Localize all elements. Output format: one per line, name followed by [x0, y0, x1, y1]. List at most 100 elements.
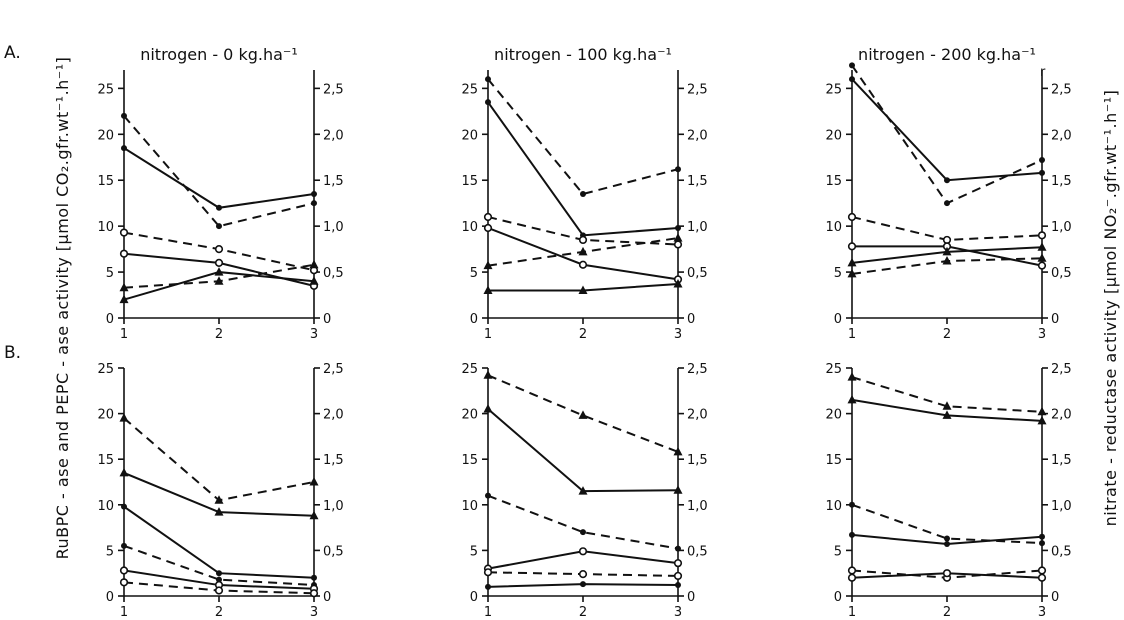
- data-point: [944, 200, 950, 207]
- data-point: [1037, 406, 1047, 416]
- series-path: [851, 503, 1043, 545]
- data-point: [942, 256, 952, 265]
- data-point: [847, 242, 857, 251]
- series-path: [123, 115, 315, 228]
- right-tick-label: 1,0: [687, 220, 708, 235]
- series-path: [487, 78, 679, 196]
- right-tick-label: 2,0: [687, 128, 708, 143]
- data-point: [847, 372, 857, 381]
- right-tick-label: 0,5: [687, 544, 708, 559]
- data-point: [311, 574, 317, 581]
- panel-title: nitrogen - 0 kg.ha⁻¹: [140, 45, 298, 64]
- left-tick-label: 20: [461, 408, 478, 423]
- data-point: [119, 249, 129, 258]
- left-tick-label: 10: [97, 499, 114, 514]
- left-tick-label: 15: [97, 174, 114, 189]
- right-tick-label: 0: [323, 590, 331, 605]
- right-tick-label: 0: [687, 312, 695, 327]
- left-tick-label: 15: [825, 174, 842, 189]
- series-line: [483, 568, 683, 581]
- data-point: [673, 233, 683, 242]
- right-tick-label: 2,5: [1051, 82, 1072, 97]
- x-tick-label: 2: [579, 605, 587, 616]
- data-point: [119, 228, 129, 237]
- data-point: [483, 260, 493, 270]
- left-tick-label: 20: [461, 128, 478, 143]
- data-point: [311, 200, 317, 207]
- series-line: [121, 145, 317, 211]
- data-point: [485, 583, 491, 590]
- right-tick-label: 1,5: [323, 453, 344, 468]
- data-point: [944, 177, 950, 184]
- corner-mark: r: [1040, 65, 1046, 80]
- data-point: [847, 573, 857, 582]
- series-path: [123, 505, 315, 579]
- x-tick-label: 3: [310, 327, 318, 342]
- series-line: [485, 492, 681, 552]
- data-point: [675, 166, 681, 173]
- left-tick-label: 0: [834, 312, 842, 327]
- x-tick-label: 3: [674, 605, 682, 616]
- data-point: [944, 535, 950, 542]
- x-tick-label: 1: [848, 605, 856, 616]
- data-point: [1037, 242, 1047, 251]
- left-tick-label: 5: [834, 544, 842, 559]
- data-point: [578, 547, 588, 556]
- series-path: [487, 494, 679, 550]
- data-point: [1037, 573, 1047, 582]
- data-point: [578, 285, 588, 294]
- data-point: [483, 212, 493, 222]
- series-line: [483, 233, 683, 270]
- data-point: [214, 586, 224, 595]
- series-line: [119, 467, 319, 520]
- panels: nitrogen - 0 kg.ha⁻¹0 05 0,510 1,015 1,520 2,…: [97, 45, 1072, 620]
- series-line: [485, 76, 681, 197]
- data-point: [847, 566, 857, 575]
- right-tick-label: 2,5: [323, 362, 344, 377]
- data-point: [119, 566, 129, 575]
- left-tick-label: 10: [825, 220, 842, 235]
- data-point: [1039, 533, 1045, 540]
- left-tick-label: 5: [834, 266, 842, 281]
- data-point: [944, 541, 950, 548]
- series-line: [485, 581, 681, 590]
- series-line: [119, 267, 319, 304]
- data-point: [675, 582, 681, 589]
- series-path: [123, 271, 315, 301]
- left-tick-label: 20: [97, 408, 114, 423]
- data-point: [216, 204, 222, 211]
- series-line: [849, 501, 1045, 547]
- series-line: [847, 394, 1047, 425]
- series-line: [119, 578, 319, 598]
- x-tick-label: 1: [120, 605, 128, 616]
- left-tick-label: 10: [461, 499, 478, 514]
- data-point: [1039, 157, 1045, 164]
- right-tick-label: 1,0: [1051, 499, 1072, 514]
- left-tick-label: 5: [106, 266, 114, 281]
- x-tick-label: 2: [943, 327, 951, 342]
- series-line: [847, 566, 1047, 582]
- left-tick-label: 25: [825, 82, 842, 97]
- x-tick-label: 3: [310, 605, 318, 616]
- right-tick-label: 1,5: [1051, 453, 1072, 468]
- data-point: [1037, 253, 1047, 262]
- series-line: [849, 62, 1045, 207]
- panel-a-3: nitrogen - 200 kg.ha⁻¹ 0 0 5 0,5 10 1,0 15 1,5 20…: [825, 45, 1071, 342]
- left-tick-label: 25: [461, 362, 478, 377]
- series-path: [123, 417, 315, 502]
- panel-title: nitrogen - 100 kg.ha⁻¹: [494, 45, 672, 64]
- series-path: [487, 408, 679, 493]
- data-point: [849, 62, 855, 69]
- right-tick-label: 0,5: [1051, 266, 1072, 281]
- x-tick-label: 2: [579, 327, 587, 342]
- left-tick-label: 15: [825, 453, 842, 468]
- series-line: [485, 99, 681, 239]
- right-tick-label: 1,5: [687, 453, 708, 468]
- data-point: [673, 279, 683, 288]
- right-tick-label: 0: [687, 590, 695, 605]
- x-tick-label: 2: [215, 327, 223, 342]
- data-point: [849, 501, 855, 508]
- data-point: [119, 578, 129, 587]
- right-tick-label: 2,0: [1051, 128, 1072, 143]
